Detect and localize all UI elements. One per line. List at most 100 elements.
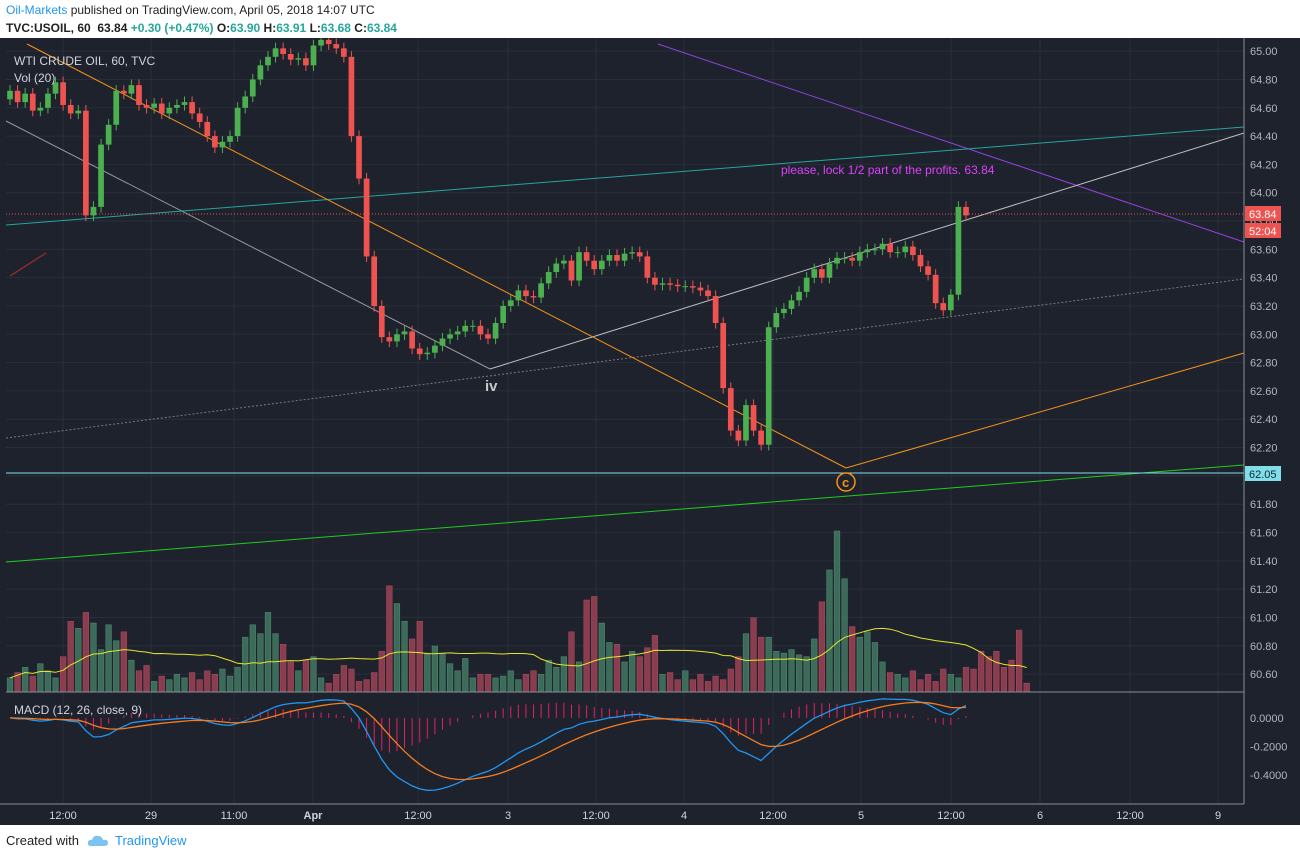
- volume-bar: [871, 642, 879, 693]
- candle-body: [598, 260, 605, 270]
- gray-dotted-channel-line[interactable]: [5, 278, 1245, 439]
- teal-trendline[interactable]: [5, 126, 1245, 226]
- candle-body: [386, 337, 393, 342]
- volume-bar: [530, 670, 537, 693]
- candle-body: [401, 331, 408, 335]
- time-tick-label: 5: [858, 810, 864, 822]
- volume-bar: [659, 674, 666, 693]
- close-value: 63.84: [366, 21, 397, 35]
- volume-bar: [120, 631, 127, 693]
- publish-info: Oil-Markets published on TradingView.com…: [6, 3, 375, 17]
- candle-body: [841, 257, 848, 259]
- tradingview-link[interactable]: TradingView: [114, 833, 187, 848]
- volume-bar: [712, 675, 719, 693]
- macd-tick-label: -0.2000: [1250, 742, 1287, 754]
- candle-body: [864, 249, 871, 253]
- candle-body: [310, 45, 317, 66]
- candle-body: [113, 90, 120, 125]
- volume-bar: [978, 651, 985, 693]
- price-tick-label: 63.40: [1250, 273, 1278, 285]
- volume-bar: [583, 599, 590, 693]
- volume-bar: [735, 656, 742, 693]
- candle-body: [750, 405, 757, 431]
- candle-body: [515, 290, 522, 301]
- volume-bar: [500, 675, 507, 693]
- low-label: L:: [309, 21, 321, 35]
- candle-body: [932, 274, 939, 304]
- volume-legend: Vol (20): [14, 71, 55, 85]
- candle-body: [265, 56, 271, 66]
- candle-body: [22, 93, 29, 103]
- candle-body: [272, 48, 279, 57]
- candle-body: [735, 430, 742, 441]
- volume-bar: [765, 636, 772, 693]
- volume-bar: [280, 643, 287, 693]
- volume-bar: [887, 672, 894, 693]
- volume-bar: [166, 679, 173, 693]
- author-link[interactable]: Oil-Markets: [6, 3, 68, 17]
- red-arrow-marker: [9, 252, 47, 277]
- volume-bar: [264, 612, 272, 693]
- price-change: +0.30 (+0.47%): [130, 21, 214, 35]
- volume-bar: [940, 668, 947, 693]
- candle-body: [758, 430, 764, 445]
- time-axis[interactable]: 12:00 29 11:00 Apr 12:00 3 12:00 4 12:00 5 12:00 6 1…: [49, 810, 1221, 822]
- purple-trendline[interactable]: [657, 43, 1245, 243]
- candle-body: [242, 96, 249, 108]
- orange-projection-line[interactable]: [845, 352, 1245, 469]
- orange-downtrend-line[interactable]: [26, 43, 847, 469]
- price-tick-label: 63.20: [1250, 301, 1278, 313]
- candle-body: [652, 277, 658, 285]
- candle-body: [128, 85, 135, 94]
- candle-body: [462, 325, 469, 332]
- macd-legend: MACD (12, 26, close, 9): [14, 703, 142, 717]
- volume-bar: [484, 674, 492, 693]
- price-chart[interactable]: 65.0064.8064.6064.4064.2064.0063.8063.60…: [0, 38, 1300, 825]
- macd-line: [9, 698, 967, 791]
- volume-bar: [667, 672, 674, 693]
- candle-body: [910, 246, 916, 256]
- price-tick-label: 64.80: [1250, 74, 1278, 86]
- volume-bar: [409, 638, 416, 693]
- volume-bar: [1016, 629, 1023, 693]
- candle-body: [325, 39, 332, 45]
- volume-bar: [833, 530, 841, 693]
- candle-body: [409, 331, 415, 349]
- candle-body: [363, 178, 370, 257]
- candle-body: [204, 121, 211, 137]
- volume-bar: [773, 651, 780, 693]
- volume-bar: [492, 677, 499, 693]
- green-support-line[interactable]: [5, 464, 1245, 563]
- volume-bar: [477, 674, 484, 693]
- volume-bar: [788, 649, 795, 693]
- volume-bar: [924, 674, 932, 693]
- volume-bars: [6, 530, 1030, 693]
- time-tick-label: 12:00: [937, 810, 965, 822]
- candle-body: [340, 48, 347, 57]
- candle-body: [963, 206, 969, 216]
- volume-bar: [826, 569, 833, 693]
- level-tag: 62.05: [1249, 469, 1277, 481]
- volume-bar: [932, 681, 939, 693]
- volume-bar: [591, 596, 598, 693]
- candles: [7, 38, 969, 451]
- volume-bar: [386, 585, 393, 693]
- price-axis[interactable]: 65.0064.8064.6064.4064.2064.0063.8063.60…: [1250, 46, 1278, 681]
- candle-body: [712, 296, 719, 323]
- last-price: 63.84: [97, 21, 128, 35]
- candle-body: [424, 352, 431, 355]
- volume-bar: [173, 674, 181, 693]
- candle-body: [227, 136, 233, 142]
- volume-bar: [985, 656, 992, 693]
- volume-bar: [795, 654, 803, 693]
- time-tick-label: 12:00: [759, 810, 787, 822]
- volume-bar: [568, 631, 575, 693]
- volume-bar: [651, 635, 659, 693]
- volume-bar: [606, 642, 613, 693]
- macd-histogram: [17, 702, 967, 753]
- volume-bar: [151, 681, 158, 693]
- candle-body: [879, 243, 886, 250]
- candle-body: [249, 79, 256, 97]
- volume-bar: [909, 670, 916, 693]
- candle-body: [416, 348, 423, 355]
